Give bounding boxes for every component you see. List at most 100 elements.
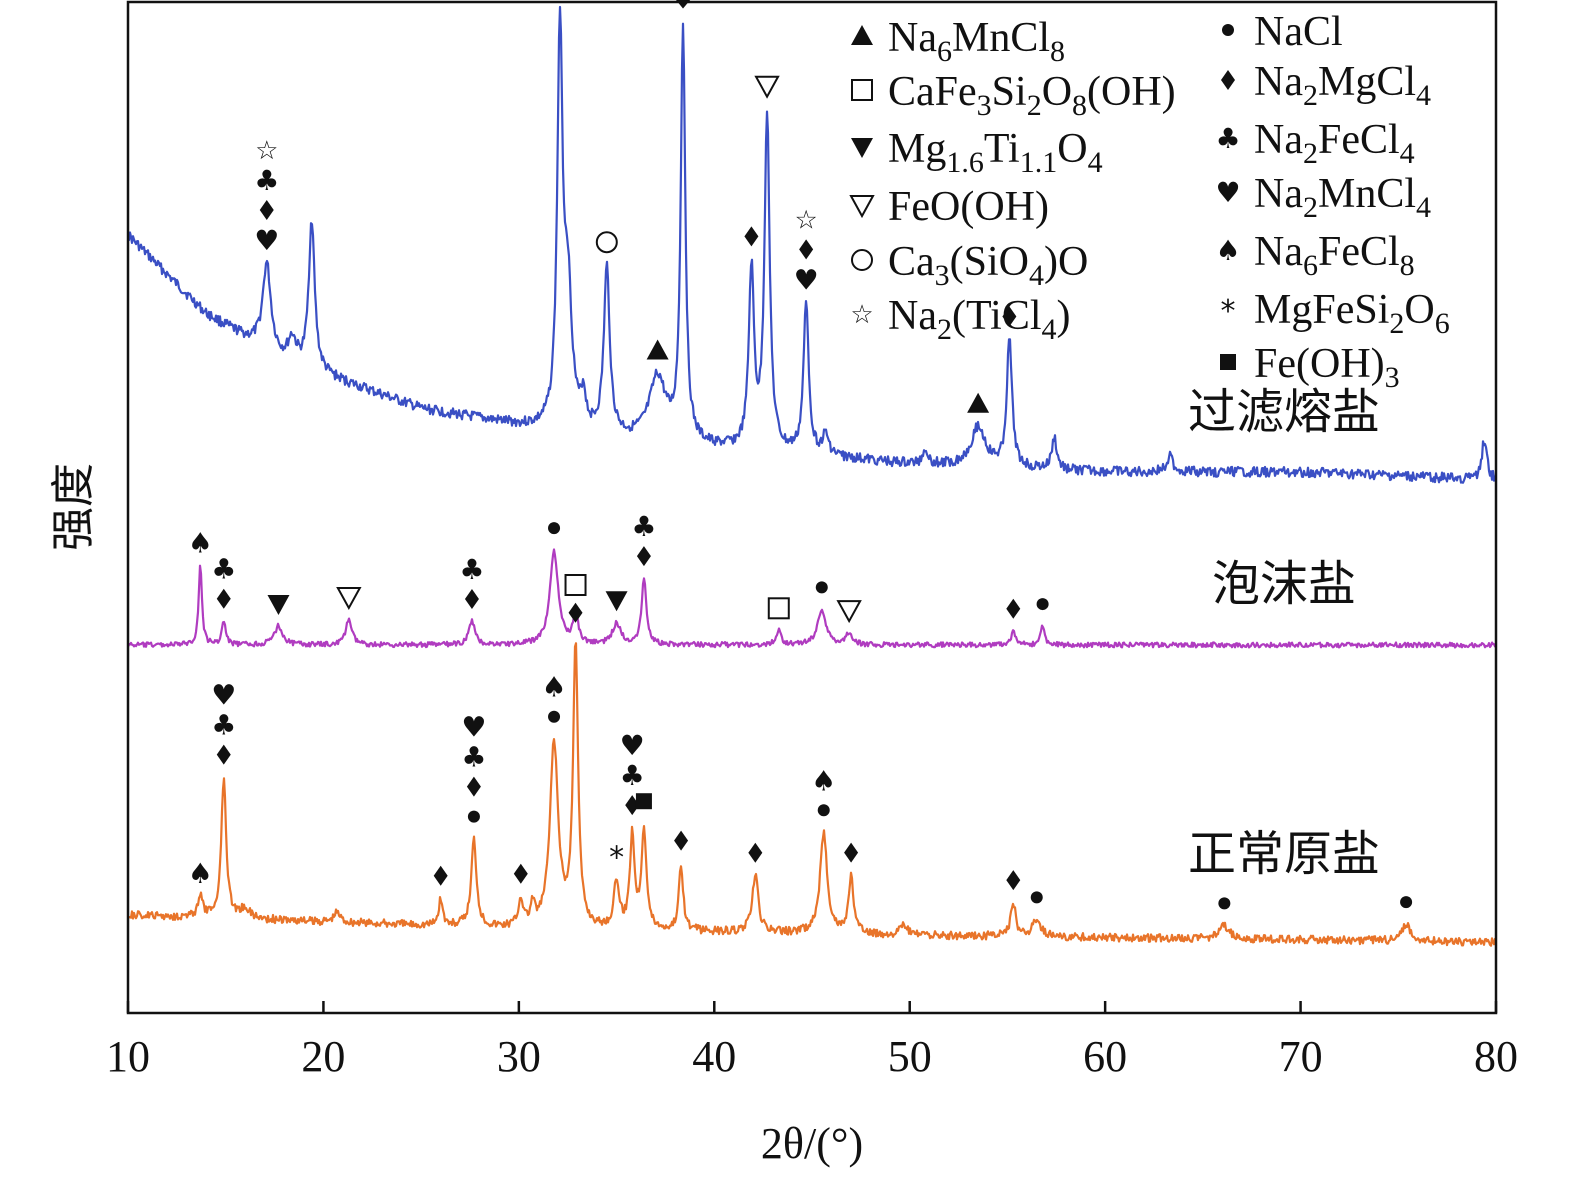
x-tick-label: 10	[106, 1032, 150, 1081]
series-line-0	[127, 5, 1498, 484]
legend-symbol-asterisk: *	[1221, 294, 1236, 329]
x-tick-label: 20	[301, 1032, 345, 1081]
peak-marker-triangle-up	[967, 392, 990, 413]
peak-marker-open-star: ☆	[255, 136, 278, 166]
legend-symbol-heart: ♥	[1215, 176, 1240, 209]
plot-frame	[126, 0, 1498, 1015]
peak-marker-dot	[1036, 598, 1049, 611]
peak-marker-club: ♣	[631, 510, 656, 543]
peak-marker-heart: ♥	[670, 0, 695, 15]
peak-marker-open-square	[767, 597, 790, 620]
legend-symbol-dot	[1222, 24, 1234, 36]
peak-marker-triangle-down	[267, 594, 290, 615]
peak-marker-diamond	[625, 795, 640, 816]
peak-marker-spade: ♠	[541, 671, 566, 704]
peak-marker-dot	[817, 804, 830, 817]
peak-marker-diamond	[1006, 598, 1021, 619]
series-label: 泡沫盐	[1212, 556, 1356, 612]
series-label: 正常原盐	[1188, 826, 1380, 882]
series-line-2	[127, 642, 1498, 947]
peak-marker-heart: ♥	[211, 679, 236, 712]
series-layer	[126, 5, 1498, 947]
legend-label: Na2(TiCl4)	[888, 293, 1071, 346]
legend-label: CaFe3Si2O8(OH)	[888, 69, 1176, 122]
series-line-1	[126, 548, 1498, 649]
peak-marker-diamond	[513, 863, 528, 884]
peak-marker-dot	[815, 581, 828, 594]
legend-label: Na6FeCl8	[1254, 229, 1415, 282]
legend-symbol-club: ♣	[1215, 122, 1240, 155]
x-tick-label: 80	[1474, 1032, 1518, 1081]
legend-label: FeO(OH)	[888, 184, 1049, 230]
peak-marker-open-circle	[595, 231, 618, 254]
legend-label: Mg1.6Ti1.1O4	[888, 126, 1103, 179]
legend-symbol-open-star: ☆	[850, 300, 873, 330]
peak-marker-open-triangle-down	[336, 586, 362, 611]
peak-marker-spade: ♠	[188, 857, 213, 890]
peak-marker-diamond	[1002, 306, 1017, 327]
peak-marker-dot	[1218, 897, 1231, 910]
legend-label: NaCl	[1254, 9, 1343, 55]
x-tick-label: 40	[692, 1032, 736, 1081]
peak-marker-club: ♣	[254, 164, 279, 197]
peak-marker-dot	[548, 710, 561, 723]
x-tick-label: 50	[888, 1032, 932, 1081]
legend-symbol-spade: ♠	[1215, 234, 1240, 267]
peak-marker-diamond	[744, 226, 759, 247]
peak-marker-diamond	[464, 589, 479, 610]
legend-symbol-open-square	[851, 79, 873, 101]
legend-symbol-triangle-down	[851, 138, 873, 158]
legend-symbol-diamond	[1221, 70, 1235, 90]
peak-marker-triangle-down	[605, 591, 628, 612]
legend-label: Fe(OH)3	[1254, 341, 1400, 394]
peak-marker-dot	[467, 810, 480, 823]
legend-symbol-open-triangle-down	[849, 195, 875, 219]
peak-marker-diamond	[799, 239, 814, 260]
legend-label: Na2FeCl4	[1254, 117, 1415, 170]
peak-marker-dot	[1030, 891, 1043, 904]
peak-marker-filled-square	[635, 793, 652, 810]
peak-marker-club: ♣	[461, 741, 486, 774]
legend-label: MgFeSi2O6	[1254, 287, 1450, 340]
peak-marker-spade: ♠	[188, 527, 213, 560]
x-tick-label: 70	[1279, 1032, 1323, 1081]
peak-marker-diamond	[748, 842, 763, 863]
peak-marker-open-triangle-down	[754, 75, 780, 99]
peak-marker-diamond	[1006, 870, 1021, 891]
series-label: 过滤熔盐	[1188, 384, 1380, 440]
y-axis-title: 强度	[49, 463, 98, 551]
x-ticks: 10 20 30 40 50 60 70 80	[106, 1001, 1518, 1081]
legend-symbol-triangle-up	[851, 25, 873, 45]
peak-marker-diamond	[844, 842, 859, 863]
x-tick-label: 60	[1083, 1032, 1127, 1081]
peak-marker-open-star: ☆	[794, 205, 817, 235]
peak-marker-diamond	[568, 602, 583, 623]
legend-symbol-filled-square	[1220, 354, 1236, 370]
peak-marker-dot	[548, 522, 561, 535]
peak-marker-open-square	[564, 574, 587, 597]
peak-marker-asterisk: *	[609, 841, 624, 876]
peak-marker-club: ♣	[459, 553, 484, 586]
legend-label: Ca3(SiO4)O	[888, 239, 1088, 292]
peak-marker-heart: ♥	[461, 711, 486, 744]
marker-layer: ☆♣♥☆♥♣♥☆♥♠♣♣♣♠♥♣♥♣♠*♥♣♠	[188, 0, 1413, 910]
legend-label: Na2MgCl4	[1254, 59, 1431, 112]
peak-marker-club: ♣	[211, 553, 236, 586]
peak-marker-diamond	[466, 776, 481, 797]
peak-marker-heart: ♥	[620, 729, 645, 762]
peak-marker-diamond	[674, 830, 689, 851]
peak-marker-open-triangle-down	[836, 600, 862, 624]
peak-marker-diamond	[216, 744, 231, 765]
x-tick-label: 30	[497, 1032, 541, 1081]
peak-marker-club: ♣	[211, 709, 236, 742]
legend-label: Na2MnCl4	[1254, 171, 1431, 224]
peak-marker-diamond	[259, 199, 274, 220]
peak-marker-diamond	[636, 546, 651, 567]
peak-marker-diamond	[216, 588, 231, 609]
peak-marker-triangle-up	[646, 339, 669, 360]
x-axis-title: 2θ/(°)	[761, 1119, 863, 1168]
peak-marker-heart: ♥	[794, 263, 819, 296]
